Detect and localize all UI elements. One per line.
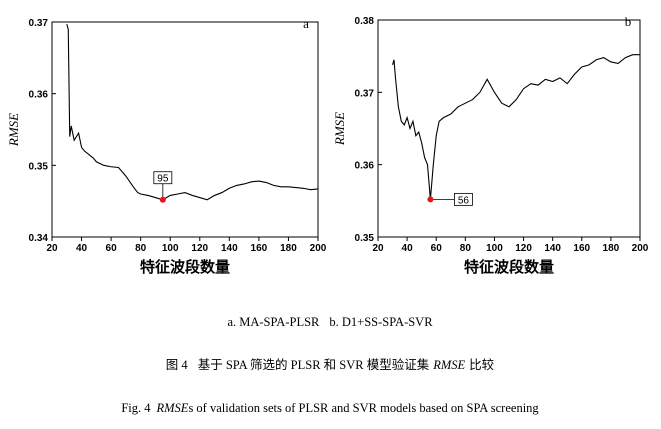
y-tick-label: 0.36 [29,90,49,101]
x-tick-label: 40 [76,243,88,254]
cn-end: 比较 [469,357,495,372]
data-line [66,23,319,201]
sub-caption: a. MA-SPA-PLSR b. D1+SS-SPA-SVR [227,315,433,329]
x-tick-label: 120 [191,243,208,254]
en-caption: Fig. 4 RMSEs of validation sets of PLSR a… [121,401,539,415]
sub-caption-a: a. MA-SPA-PLSR [227,315,320,329]
y-tick-label: 0.35 [29,161,49,172]
y-tick-label: 0.38 [355,16,375,27]
panel-label: a [303,16,309,31]
x-tick-label: 140 [544,243,561,254]
en-italic: RMSE [156,401,189,415]
sub-caption-b: b. D1+SS-SPA-SVR [329,315,433,329]
annotation-label: 56 [458,195,470,206]
x-tick-label: 160 [573,243,590,254]
annotation-box [153,171,173,185]
highlight-point [159,196,166,203]
x-tick-label: 20 [46,243,58,254]
x-tick-label: 20 [372,243,384,254]
x-tick-label: 100 [486,243,503,254]
annotation-box [453,192,473,206]
cn-label: 图 4 [166,358,189,372]
en-label: Fig. 4 [121,401,151,415]
x-axis-label: 特征波段数量 [464,258,554,276]
y-tick-label: 0.35 [355,233,375,244]
x-tick-label: 120 [515,243,532,254]
x-tick-label: 80 [460,243,472,254]
x-tick-label: 180 [280,243,297,254]
x-tick-label: 160 [251,243,268,254]
y-tick-label: 0.36 [355,161,375,172]
highlight-point [427,196,434,203]
plot-frame [377,19,641,238]
cn-text: 基于 SPA 筛选的 PLSR 和 SVR 模型验证集 [198,357,430,372]
x-tick-label: 180 [603,243,620,254]
plot-frame [51,21,319,238]
y-axis-label: RMSE [6,113,21,147]
en-text: s of validation sets of PLSR and SVR mod… [188,401,539,415]
x-tick-label: 40 [402,243,414,254]
x-axis-label: 特征波段数量 [140,258,230,276]
y-tick-label: 0.37 [29,18,49,29]
x-tick-label: 200 [632,243,649,254]
y-tick-label: 0.34 [29,233,49,244]
x-tick-label: 60 [106,243,118,254]
x-tick-label: 200 [310,243,327,254]
data-line [392,54,640,200]
cn-italic: RMSE [432,358,465,372]
x-tick-label: 80 [135,243,147,254]
x-tick-label: 140 [221,243,238,254]
panel-label: b [625,14,632,29]
x-tick-label: 60 [431,243,443,254]
y-axis-label: RMSE [332,112,347,146]
y-tick-label: 0.37 [355,88,375,99]
annotation-label: 95 [157,174,169,185]
x-tick-label: 100 [162,243,179,254]
cn-caption: 图 4 基于 SPA 筛选的 PLSR 和 SVR 模型验证集 RMSE 比较 [166,357,495,372]
